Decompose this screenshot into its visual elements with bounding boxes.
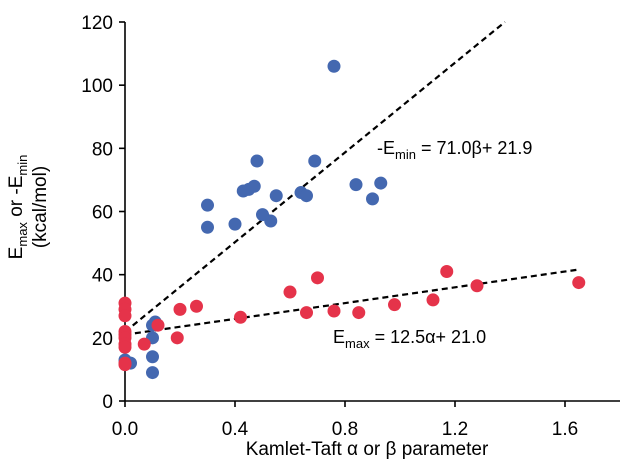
data-point-series-1 (151, 318, 165, 332)
fit-line-0 (124, 21, 506, 333)
data-point-series-1 (283, 285, 297, 299)
red-fit-equation: Emax = 12.5α+ 21.0 (333, 327, 486, 351)
data-point-series-0 (201, 220, 214, 234)
data-point-series-1 (234, 310, 247, 324)
data-point-series-0 (366, 192, 379, 206)
y-title-or-emin: or -E (6, 176, 27, 222)
y-tick-label: 0 (102, 392, 113, 413)
data-point-series-1 (173, 302, 187, 316)
data-point-series-1 (190, 299, 203, 313)
y-tick-label: 20 (92, 329, 113, 350)
blue-fit-equation: -Emin = 71.0β+ 21.9 (377, 138, 532, 162)
y-tick-label: 120 (81, 13, 113, 34)
data-point-series-1 (426, 293, 440, 307)
data-point-series-1 (327, 304, 341, 318)
y-tick-label: 100 (81, 76, 113, 97)
data-point-series-0 (247, 179, 261, 193)
data-points (118, 59, 586, 380)
data-point-series-0 (228, 217, 242, 231)
data-point-series-0 (269, 189, 283, 203)
data-point-series-1 (440, 265, 454, 279)
y-axis-title-line2: (kcal/mol) (30, 166, 51, 248)
x-tick-label: 0.4 (222, 419, 249, 440)
data-point-series-1 (352, 306, 366, 320)
y-title-emax: E (6, 247, 27, 260)
data-point-series-0 (300, 189, 313, 203)
data-point-series-0 (146, 350, 159, 364)
data-point-series-1 (170, 331, 184, 345)
data-point-series-0 (327, 59, 341, 73)
data-point-series-1 (300, 306, 313, 320)
x-axis-title: Kamlet-Taft α or β parameter (246, 439, 489, 460)
data-point-series-1 (470, 279, 484, 293)
data-point-series-1 (118, 309, 132, 323)
data-point-series-0 (250, 154, 264, 168)
x-tick-label: 1.6 (552, 419, 578, 440)
y-tick-label: 60 (92, 203, 113, 224)
data-point-series-1 (118, 340, 132, 354)
data-point-series-1 (311, 271, 324, 285)
data-point-series-1 (118, 358, 132, 372)
y-tick-label: 40 (92, 266, 113, 287)
data-point-series-0 (374, 176, 388, 190)
fit-line-1 (124, 268, 579, 336)
fit-lines (124, 21, 579, 336)
y-axis-title-line1: Emax or -Emin (6, 155, 30, 260)
data-point-series-0 (264, 214, 278, 228)
x-tick-label: 0.8 (332, 419, 358, 440)
data-point-series-0 (146, 366, 159, 380)
x-tick-label: 0.0 (112, 419, 138, 440)
data-point-series-1 (572, 276, 586, 290)
y-tick-label: 80 (92, 139, 113, 160)
data-point-series-0 (349, 178, 363, 192)
y-title-emax-sub: max (15, 222, 30, 247)
axes: 0 20 40 60 80 100 120 0.0 0.4 0.8 1.2 1.6 (81, 13, 620, 440)
data-point-series-1 (137, 337, 151, 351)
y-title-emin-sub: min (15, 155, 30, 176)
axis-labels: Kamlet-Taft α or β parameter Emax or -Em… (6, 155, 489, 460)
data-point-series-0 (201, 198, 214, 212)
x-tick-label: 1.2 (442, 419, 468, 440)
data-point-series-0 (308, 154, 322, 168)
data-point-series-1 (388, 298, 401, 312)
annotations: -Emin = 71.0β+ 21.9 Emax = 12.5α+ 21.0 (333, 138, 532, 351)
